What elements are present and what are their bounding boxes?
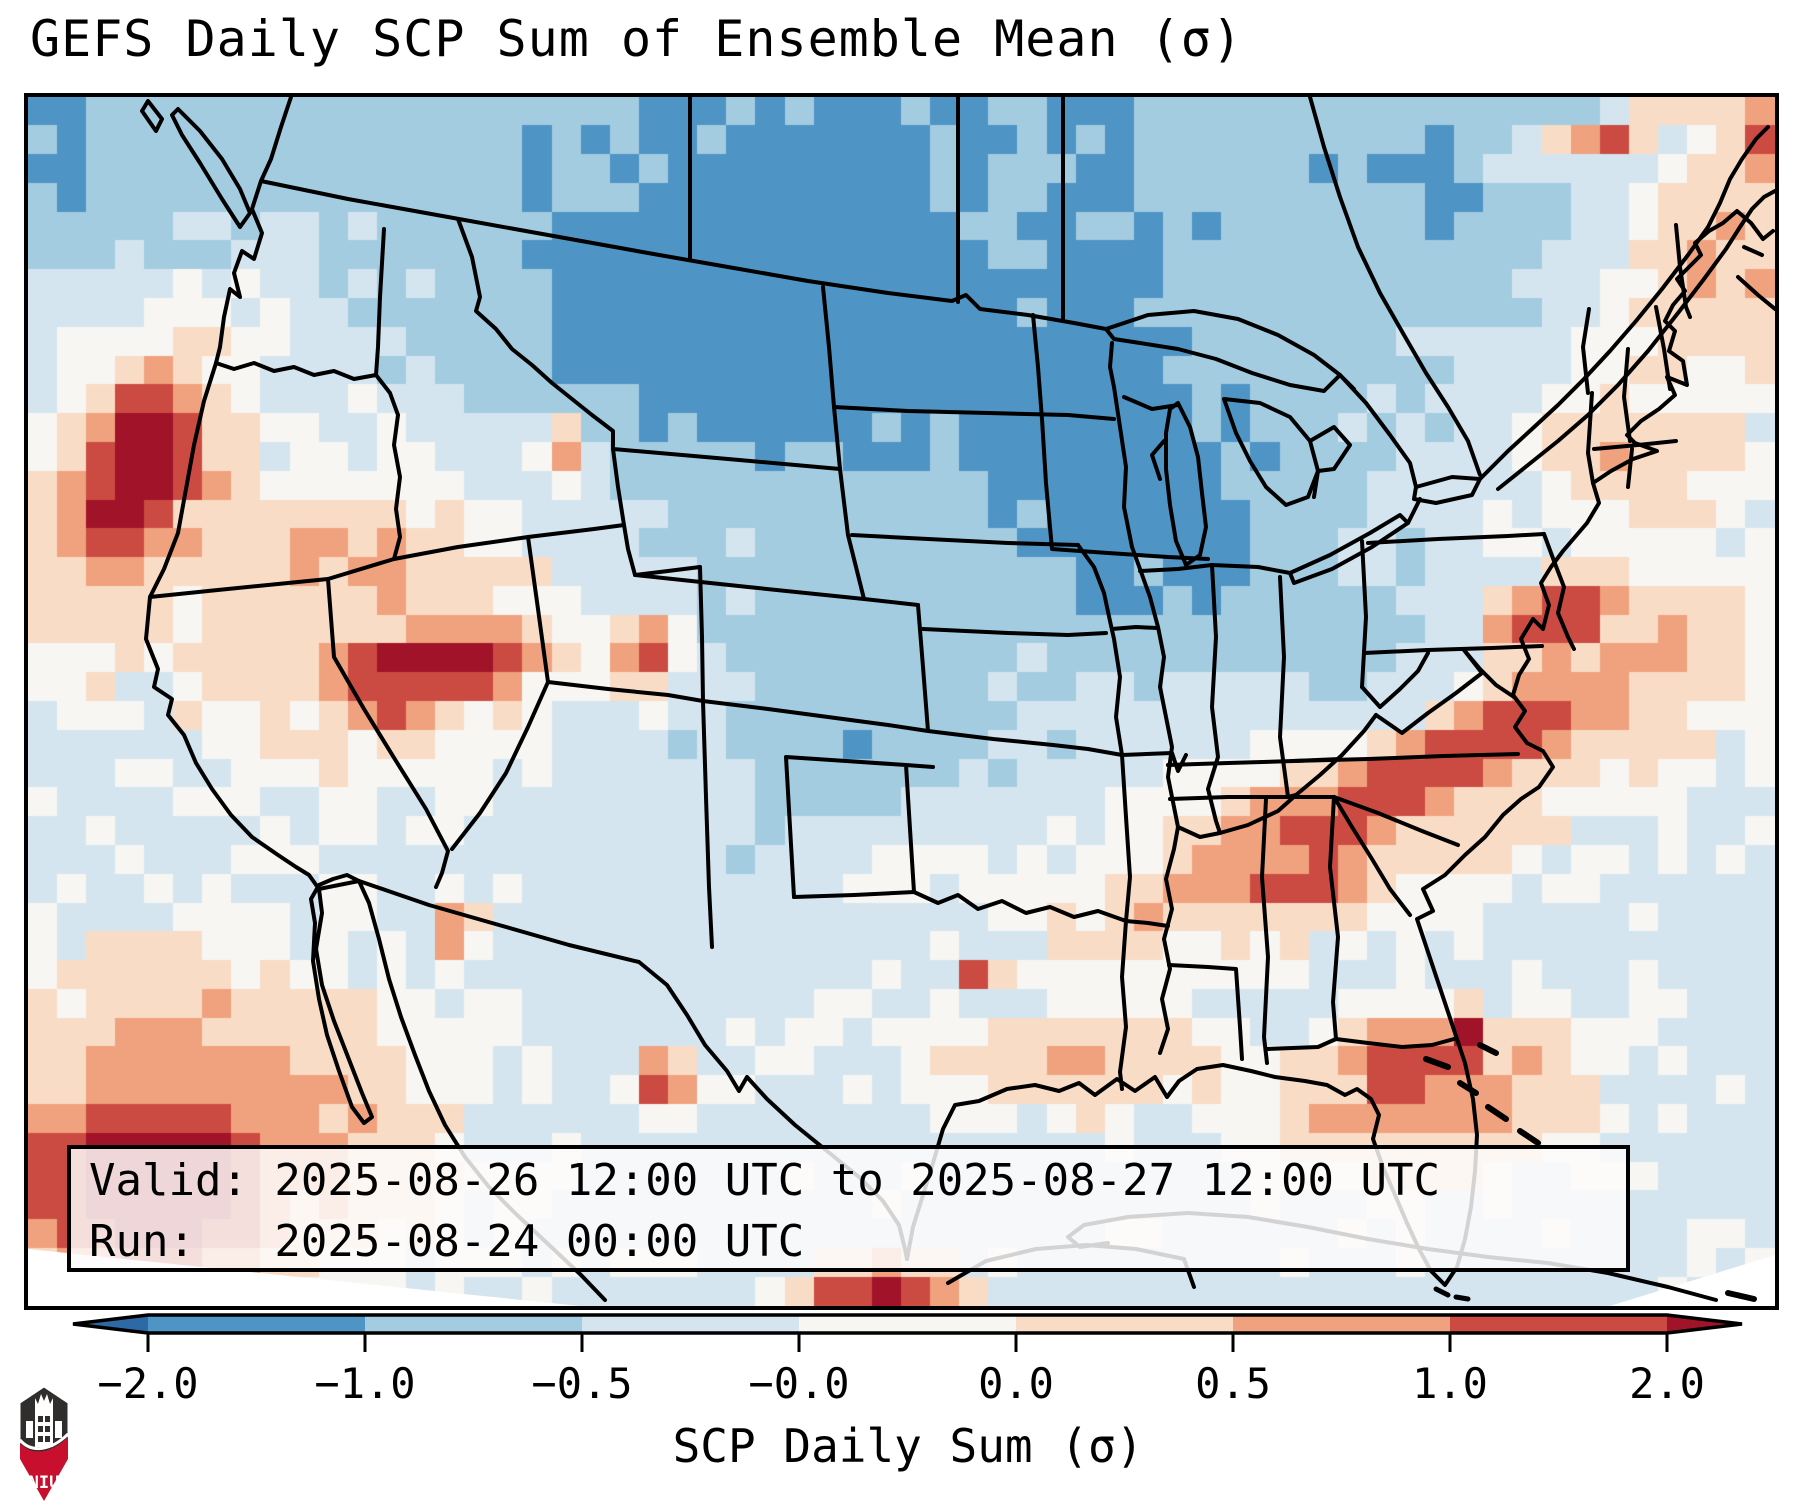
colorbar-tick-label: 2.0 bbox=[1629, 1359, 1705, 1408]
niu-logo: NIU bbox=[18, 1386, 70, 1503]
colorbar-axis-label: SCP Daily Sum (σ) bbox=[673, 1419, 1144, 1473]
parallel-37n-borders bbox=[546, 680, 1124, 757]
carolinas-border bbox=[1332, 795, 1460, 847]
alabama-georgia-border bbox=[1328, 795, 1340, 1041]
colorbar-tick-label: 1.0 bbox=[1412, 1359, 1488, 1408]
louisiana-mississippi-border bbox=[1167, 963, 1244, 1061]
pennsylvania-newyork-border bbox=[1366, 532, 1546, 545]
colorbar-tick-label: −0.0 bbox=[748, 1359, 849, 1408]
lake-erie bbox=[1288, 513, 1410, 585]
montana-wyoming-border bbox=[611, 447, 842, 471]
red-river-border bbox=[792, 890, 1128, 923]
colorbar-ticks bbox=[146, 1333, 1669, 1352]
wyoming-south-border bbox=[633, 565, 920, 607]
west-virginia-borders bbox=[1360, 648, 1484, 735]
idaho-wyoming-border bbox=[611, 447, 637, 577]
lake-huron bbox=[1222, 397, 1352, 507]
lake-superior bbox=[1104, 309, 1342, 393]
arkansas-louisiana-border bbox=[1124, 919, 1170, 928]
page-title: GEFS Daily SCP Sum of Ensemble Mean (σ) bbox=[30, 10, 1243, 68]
canadian-province-borders bbox=[688, 97, 1482, 477]
montana-dakotas-border bbox=[821, 285, 866, 601]
colorbar-tick-label: 0.0 bbox=[978, 1359, 1054, 1408]
florida-north-border bbox=[1265, 1037, 1456, 1051]
mississippi-river-borders bbox=[1108, 341, 1180, 1055]
wisconsin-illinois-border bbox=[1122, 395, 1214, 573]
idaho-montana-border bbox=[456, 217, 615, 451]
nevada-utah-border bbox=[526, 535, 550, 684]
st-lawrence-river bbox=[1478, 125, 1775, 491]
new-england-borders bbox=[1586, 305, 1678, 489]
colorado-kansas-border bbox=[916, 603, 930, 733]
oregon-idaho-border bbox=[392, 413, 402, 561]
michigan-south-border bbox=[1210, 563, 1292, 575]
mississippi-alabama-border bbox=[1260, 797, 1270, 1065]
kansas-nebraska-border bbox=[921, 627, 1108, 637]
nevada-arizona-border bbox=[450, 680, 550, 851]
vancouver-island bbox=[140, 99, 252, 229]
utah-colorado-border bbox=[698, 565, 705, 703]
washington-oregon-border bbox=[214, 361, 400, 417]
ohio-pennsylvania-border bbox=[1360, 539, 1368, 689]
florida-keys bbox=[1433, 1286, 1471, 1302]
indiana-ohio-border bbox=[1278, 575, 1298, 799]
colorbar-tick-label: −0.5 bbox=[531, 1359, 632, 1408]
state-borders-layer bbox=[28, 97, 1775, 1306]
arkansas-missouri-border bbox=[1120, 751, 1188, 773]
map-plot-area: Valid: 2025-08-26 12:00 UTC to 2025-08-2… bbox=[28, 97, 1775, 1306]
illinois-indiana-border bbox=[1206, 563, 1222, 835]
niu-shield bbox=[19, 1386, 69, 1503]
nebraska-southdakota-border bbox=[850, 533, 1080, 547]
us-canada-border bbox=[259, 179, 1108, 331]
valid-run-info-box: Valid: 2025-08-26 12:00 UTC to 2025-08-2… bbox=[67, 1145, 1630, 1272]
maritimes-borders bbox=[1581, 223, 1775, 395]
baja-california-coastline bbox=[309, 873, 374, 1125]
delaware-river-border bbox=[1542, 532, 1576, 651]
colorbar-tick-label: −1.0 bbox=[314, 1359, 415, 1408]
texas-louisiana-border bbox=[1118, 919, 1128, 1091]
minnesota-borders bbox=[1031, 313, 1210, 561]
georgia-southcarolina-border bbox=[1332, 795, 1412, 917]
colorbar-tick-label: −2.0 bbox=[97, 1359, 198, 1408]
missouri-river-borders bbox=[1076, 543, 1160, 757]
niu-swoosh-highlight bbox=[18, 1432, 70, 1450]
gulf-and-atlantic-coastline bbox=[905, 209, 1775, 1287]
niu-logo-text: NIU bbox=[29, 1473, 60, 1493]
mason-dixon-line bbox=[1362, 644, 1544, 655]
lake-ontario bbox=[1412, 475, 1482, 505]
bahamas-islands bbox=[1423, 1042, 1757, 1302]
kentucky-tennessee-border bbox=[1166, 757, 1342, 767]
oklahoma-panhandle-border bbox=[784, 755, 935, 899]
niu-castle-icon bbox=[26, 1394, 62, 1447]
parallel-42n-borders bbox=[148, 523, 626, 599]
california-nevada-border bbox=[326, 577, 450, 889]
tennessee-south-border bbox=[1168, 795, 1336, 801]
niu-shield-red-swoosh bbox=[20, 1437, 68, 1501]
colorbar-segments bbox=[73, 1315, 1742, 1333]
oklahoma-arkansas-border bbox=[1120, 753, 1132, 923]
valid-time-text: Valid: 2025-08-26 12:00 UTC to 2025-08-2… bbox=[89, 1155, 1441, 1206]
colorbar-tick-labels: −2.0 −1.0 −0.5 −0.0 0.0 0.5 1.0 2.0 bbox=[97, 1359, 1705, 1408]
ohio-river-borders bbox=[1176, 713, 1378, 839]
run-time-text: Run: 2025-08-24 00:00 UTC bbox=[89, 1216, 805, 1267]
pacific-coastline bbox=[144, 97, 321, 891]
colorbar-tick-label: 0.5 bbox=[1195, 1359, 1271, 1408]
lake-connectors bbox=[1312, 373, 1422, 525]
colorbar-outline bbox=[72, 1313, 1743, 1335]
dakotas-border bbox=[832, 405, 1116, 421]
washington-idaho-border bbox=[374, 227, 386, 377]
arizona-newmexico-border bbox=[701, 699, 714, 949]
scp-heatmap-canvas bbox=[28, 97, 1775, 1306]
lake-michigan bbox=[1150, 401, 1208, 567]
